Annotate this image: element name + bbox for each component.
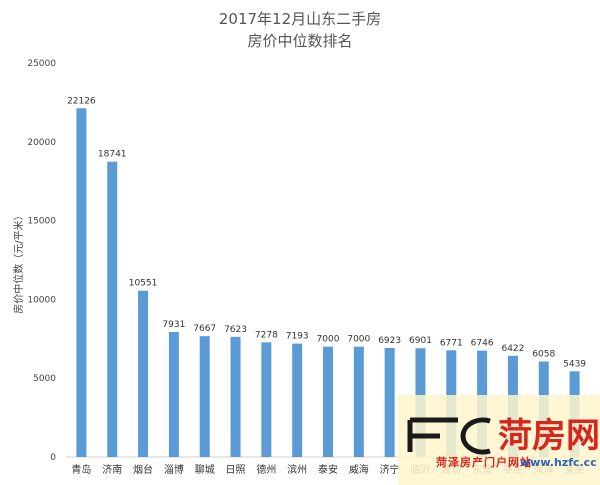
data-label: 6923 (378, 336, 401, 346)
bar (261, 342, 272, 457)
data-label: 5439 (563, 359, 586, 369)
category-label: 威海 (349, 463, 369, 476)
data-labels-group: 22126 18741 10551 7931 7667 7623 7278 7193 7000 7… (67, 96, 586, 369)
watermark-brand: 菏房网 (498, 416, 600, 456)
bar (168, 332, 179, 457)
data-label: 10551 (129, 279, 158, 289)
y-tick-label: 0 (50, 453, 56, 463)
y-tick-label: 20000 (27, 138, 56, 148)
watermark: 菏房网 菏泽房产门户网站 www.hzfc.cc (398, 395, 600, 485)
fc-logo (407, 417, 491, 455)
y-tick-label: 10000 (27, 295, 56, 305)
bar (323, 346, 333, 457)
bar (292, 343, 303, 457)
watermark-url: www.hzfc.cc (520, 456, 597, 469)
data-label: 6422 (501, 344, 524, 354)
bar (199, 336, 210, 457)
category-label: 淄博 (164, 463, 184, 476)
data-label: 22126 (67, 96, 96, 106)
category-label: 烟台 (133, 463, 153, 476)
bar (230, 336, 241, 457)
data-label: 7931 (162, 320, 185, 330)
bar (384, 347, 395, 457)
category-label: 日照 (226, 464, 246, 476)
category-label: 泰安 (318, 463, 338, 476)
chart-subtitle: 房价中位数排名 (247, 32, 352, 50)
y-axis-label: 房价中位数（元/平米） (12, 210, 25, 313)
category-label: 德州 (256, 463, 276, 476)
category-label: 济南 (102, 463, 122, 476)
data-label: 7278 (255, 330, 278, 340)
category-label: 青岛 (71, 463, 91, 476)
category-label: 滨州 (287, 463, 307, 476)
data-label: 7667 (193, 324, 216, 334)
bar (76, 108, 87, 457)
data-label: 6058 (532, 350, 555, 360)
data-label: 6746 (471, 339, 494, 349)
category-label: 聊城 (195, 463, 215, 476)
data-label: 6771 (440, 338, 463, 348)
watermark-background (398, 395, 600, 485)
y-tick-label: 25000 (27, 59, 56, 69)
bar (107, 161, 118, 457)
data-label: 7000 (317, 335, 340, 345)
data-label: 18741 (98, 150, 127, 160)
bar (138, 290, 149, 457)
watermark-slogan: 菏泽房产门户网站 (436, 455, 532, 469)
category-label: 济宁 (380, 463, 400, 476)
y-tick-label: 15000 (27, 217, 56, 227)
data-label: 6901 (409, 336, 432, 346)
data-label: 7193 (286, 332, 309, 342)
y-tick-label: 5000 (33, 374, 56, 384)
y-axis-ticks: 0 5000 10000 15000 20000 25000 (27, 59, 56, 463)
bar (353, 346, 364, 457)
chart-title: 2017年12月山东二手房 (219, 10, 381, 28)
data-label: 7623 (224, 325, 247, 335)
data-label: 7000 (347, 335, 370, 345)
